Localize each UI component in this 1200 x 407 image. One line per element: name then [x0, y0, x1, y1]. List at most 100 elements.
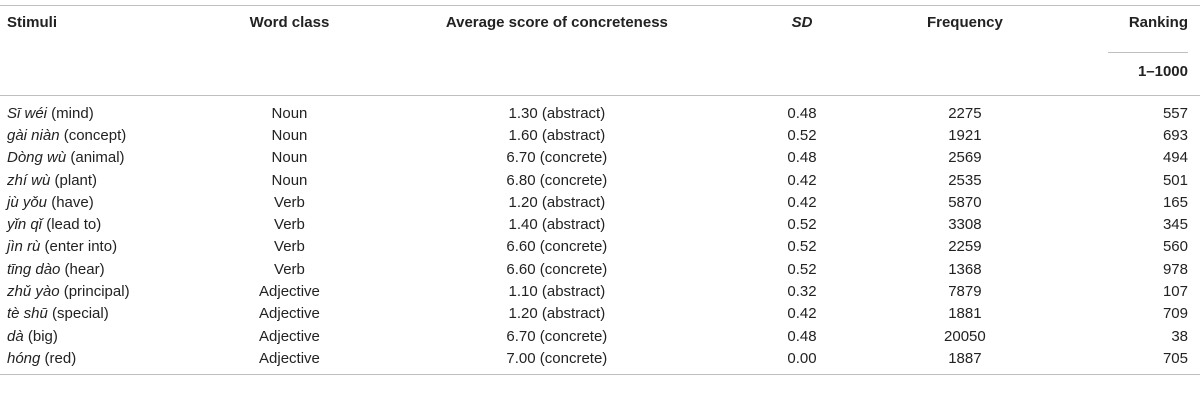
stimulus-pinyin: Dòng wù: [7, 149, 67, 167]
cell-sd: 0.00: [737, 347, 867, 375]
stimulus-gloss: (enter into): [40, 238, 118, 256]
stimulus-gloss: (red): [40, 349, 77, 367]
cell-stimulus: yǐn qǐ (lead to): [0, 213, 203, 235]
header-word-class: Word class: [203, 5, 376, 52]
table-row: yǐn qǐ (lead to) Verb 1.40 (abstract) 0.52 3…: [0, 213, 1200, 235]
stimulus-pinyin: gài niàn: [7, 126, 60, 144]
stimulus-gloss: (animal): [66, 149, 125, 167]
cell-average-score: 1.10 (abstract): [508, 283, 606, 301]
stimulus-gloss: (special): [47, 305, 109, 323]
stimulus-pinyin: jìn rù: [7, 238, 41, 256]
cell-frequency: 2259: [948, 238, 982, 256]
cell-ranking: 345: [1162, 216, 1188, 234]
table-row: gài niàn (concept) Noun 1.60 (abstract) 0.5…: [0, 124, 1200, 146]
cell-ranking: 107: [1162, 283, 1188, 301]
cell-ranking: 560: [1162, 238, 1188, 256]
cell-stimulus: jù yǒu (have): [0, 191, 203, 213]
cell-sd: 0.52: [787, 216, 817, 234]
cell-average-score: 6.60 (concrete): [506, 238, 608, 256]
table-header: Stimuli Word class Average score of conc…: [0, 5, 1200, 96]
stimulus-gloss: (mind): [47, 104, 94, 122]
stimulus-pinyin: tè shū: [7, 305, 48, 323]
cell-word-class: Noun: [271, 126, 308, 144]
cell-word-class: Adjective: [259, 305, 320, 323]
cell-stimulus: dà (big): [0, 325, 203, 347]
header-frequency: Frequency: [866, 5, 1064, 52]
header-sd: SD: [737, 5, 867, 52]
cell-frequency: 2535: [948, 171, 982, 189]
cell-stimulus: Dòng wù (animal): [0, 147, 203, 169]
cell-ranking: 557: [1162, 104, 1188, 122]
header-stimuli: Stimuli: [0, 5, 204, 52]
cell-word-class: Verb: [274, 193, 305, 211]
cell-average-score: 1.60 (abstract): [508, 126, 606, 144]
table-row: zhǔ yào (principal) Adjective 1.10 (abstra…: [0, 280, 1200, 302]
table-row: tīng dào (hear) Verb 6.60 (concrete) 0.52 13…: [0, 258, 1200, 280]
cell-ranking: 709: [1162, 305, 1188, 323]
stimulus-pinyin: zhǔ yào: [7, 283, 60, 301]
stimulus-gloss: (plant): [50, 171, 98, 189]
stimulus-pinyin: jù yǒu: [7, 193, 48, 211]
stimulus-gloss: (principal): [59, 283, 130, 301]
cell-average-score: 1.20 (abstract): [508, 193, 606, 211]
header-sub-empty: [203, 52, 376, 96]
cell-sd: 0.48: [787, 149, 817, 167]
stimulus-pinyin: Sī wéi: [7, 104, 48, 122]
cell-word-class: Adjective: [203, 347, 376, 375]
table-body: Sī wéi (mind) Noun 1.30 (abstract) 0.48 2275…: [0, 96, 1200, 375]
cell-frequency: 20050: [944, 327, 986, 345]
cell-ranking: 705: [1063, 347, 1200, 375]
cell-average-score: 1.30 (abstract): [508, 104, 606, 122]
cell-ranking: 38: [1171, 327, 1188, 345]
cell-sd: 0.42: [787, 171, 817, 189]
cell-word-class: Noun: [271, 149, 308, 167]
cell-average-score: 6.70 (concrete): [506, 327, 608, 345]
cell-word-class: Verb: [274, 238, 305, 256]
cell-stimulus: zhǔ yào (principal): [0, 280, 203, 302]
cell-stimulus: hóng (red): [0, 347, 204, 375]
cell-stimulus: jìn rù (enter into): [0, 236, 203, 258]
cell-word-class: Verb: [274, 216, 305, 234]
cell-average-score: 6.60 (concrete): [506, 260, 608, 278]
cell-stimulus: zhí wù (plant): [0, 169, 203, 191]
cell-stimulus: tīng dào (hear): [0, 258, 203, 280]
stimulus-pinyin: zhí wù: [7, 171, 51, 189]
cell-stimulus: tè shū (special): [0, 303, 203, 325]
stimulus-pinyin: dà: [7, 327, 24, 345]
table-row: dà (big) Adjective 6.70 (concrete) 0.48 2005…: [0, 325, 1200, 347]
cell-sd: 0.42: [787, 193, 817, 211]
header-sub-empty: [375, 52, 738, 96]
cell-average-score: 6.70 (concrete): [506, 149, 608, 167]
ranking-range-label: 1–1000: [1108, 52, 1188, 80]
cell-ranking: 165: [1162, 193, 1188, 211]
header-row: Stimuli Word class Average score of conc…: [0, 5, 1200, 52]
table-row: tè shū (special) Adjective 1.20 (abstract)…: [0, 303, 1200, 325]
cell-sd: 0.48: [787, 104, 817, 122]
cell-sd: 0.42: [787, 305, 817, 323]
cell-frequency: 1921: [948, 126, 982, 144]
header-average-score: Average score of concreteness: [375, 5, 738, 52]
cell-average-score: 1.40 (abstract): [508, 216, 606, 234]
cell-word-class: Noun: [271, 104, 308, 122]
header-ranking: Ranking: [1063, 5, 1200, 52]
cell-sd: 0.52: [787, 260, 817, 278]
cell-average-score: 6.80 (concrete): [506, 171, 608, 189]
cell-frequency: 2569: [948, 149, 982, 167]
stimulus-gloss: (hear): [60, 260, 105, 278]
cell-ranking: 978: [1162, 260, 1188, 278]
cell-frequency: 3308: [948, 216, 982, 234]
cell-frequency: 2275: [948, 104, 982, 122]
stimulus-pinyin: tīng dào: [7, 260, 61, 278]
cell-word-class: Adjective: [259, 327, 320, 345]
stimulus-gloss: (have): [47, 193, 94, 211]
header-sub-empty: [866, 52, 1064, 96]
header-subrow: 1–1000: [0, 52, 1200, 96]
cell-average-score: 1.20 (abstract): [508, 305, 606, 323]
stimulus-gloss: (lead to): [42, 216, 102, 234]
stimuli-table: Stimuli Word class Average score of conc…: [0, 5, 1200, 375]
cell-frequency: 5870: [948, 193, 982, 211]
cell-ranking: 494: [1162, 149, 1188, 167]
cell-word-class: Verb: [274, 260, 305, 278]
cell-average-score: 7.00 (concrete): [375, 347, 738, 375]
stimulus-gloss: (big): [23, 327, 58, 345]
